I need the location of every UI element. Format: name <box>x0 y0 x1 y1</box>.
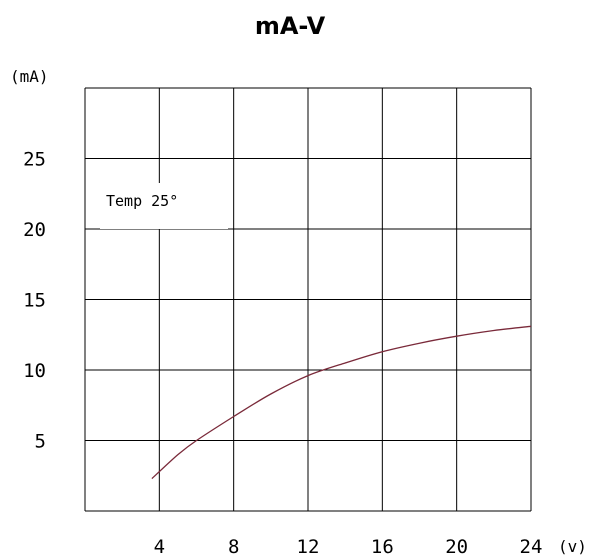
grid <box>84 87 532 512</box>
y-tick-label: 25 <box>23 149 46 171</box>
current-voltage-curve <box>151 325 532 480</box>
y-tick-label: 20 <box>23 219 46 241</box>
y-tick-label: 15 <box>23 290 46 312</box>
y-tick-label: 5 <box>35 431 46 453</box>
y-axis-unit: (mA) <box>10 67 49 86</box>
x-tick-labels: 4 8 12 16 20 24 <box>154 536 543 558</box>
x-tick-label: 4 <box>154 536 165 558</box>
x-axis-unit: (v) <box>558 537 587 556</box>
x-tick-label: 20 <box>445 536 468 558</box>
x-tick-label: 24 <box>520 536 543 558</box>
temp-annotation: Temp 25° <box>106 192 178 210</box>
x-tick-label: 12 <box>297 536 320 558</box>
x-tick-label: 16 <box>371 536 394 558</box>
chart-title: mA-V <box>255 12 326 40</box>
y-tick-label: 10 <box>23 360 46 382</box>
y-tick-labels: 5 10 15 20 25 <box>23 149 46 453</box>
annotation-box <box>100 183 228 229</box>
x-tick-label: 8 <box>228 536 239 558</box>
